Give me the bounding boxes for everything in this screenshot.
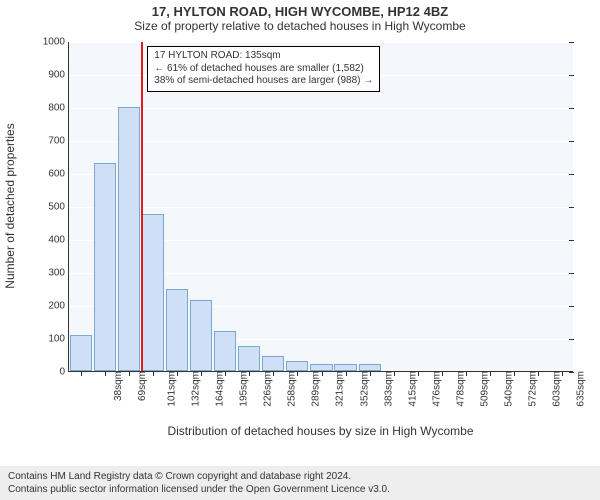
chart-title: 17, HYLTON ROAD, HIGH WYCOMBE, HP12 4BZ [0,0,600,19]
annotation-line: 38% of semi-detached houses are larger (… [154,75,373,88]
x-tick-label: 603sqm [545,371,562,407]
histogram-bar [262,356,284,371]
histogram-bar [286,361,308,371]
annotation-line: ← 61% of detached houses are smaller (1,… [154,63,373,76]
y-tick-label: 700 [48,136,69,147]
x-tick-label: 476sqm [425,371,442,407]
histogram-bar [118,107,140,371]
annotation-box: 17 HYLTON ROAD: 135sqm← 61% of detached … [147,46,380,92]
x-tick-label: 226sqm [257,371,274,407]
histogram-bar [214,331,236,371]
histogram-bar [359,364,381,371]
histogram-bar [334,364,356,371]
y-tick-label: 100 [48,334,69,345]
property-marker-line [141,42,143,371]
x-axis-label: Distribution of detached houses by size … [68,424,573,438]
x-tick-label: 509sqm [473,371,490,407]
histogram-bar [190,300,212,371]
y-axis-label: Number of detached properties [3,41,17,371]
y-tick-label: 500 [48,202,69,213]
x-tick-label: 258sqm [281,371,298,407]
y-tick-label: 1000 [43,37,69,48]
x-tick-label: 635sqm [570,371,587,407]
x-tick-label: 415sqm [401,371,418,407]
histogram-bar [166,289,188,372]
footer-attribution: Contains HM Land Registry data © Crown c… [0,466,600,500]
y-tick-label: 0 [59,367,69,378]
x-tick-label: 572sqm [521,371,538,407]
x-tick-label: 289sqm [305,371,322,407]
histogram-bar [142,214,164,371]
y-tick-label: 900 [48,70,69,81]
x-tick-label: 38sqm [107,371,124,401]
histogram-bar [70,335,92,371]
x-tick-label: 69sqm [131,371,148,401]
y-tick-label: 600 [48,169,69,180]
x-tick-label: 321sqm [329,371,346,407]
chart-subtitle: Size of property relative to detached ho… [0,19,600,33]
histogram-bar [238,346,260,371]
y-tick-label: 400 [48,235,69,246]
y-tick-label: 200 [48,301,69,312]
footer-line-1: Contains HM Land Registry data © Crown c… [8,470,592,483]
x-tick-label: 352sqm [353,371,370,407]
annotation-line: 17 HYLTON ROAD: 135sqm [154,50,373,63]
x-tick-label: 383sqm [377,371,394,407]
histogram-bar [310,364,332,371]
x-tick-label: 666sqm [594,371,600,407]
x-tick-label: 478sqm [449,371,466,407]
x-tick-label: 195sqm [233,371,250,407]
histogram-bar [94,163,116,371]
x-tick-label: 540sqm [497,371,514,407]
y-tick-label: 300 [48,268,69,279]
x-tick-label: 101sqm [161,371,178,407]
y-tick-label: 800 [48,103,69,114]
x-tick-label: 132sqm [185,371,202,407]
footer-line-2: Contains public sector information licen… [8,483,592,496]
histogram-plot: 0100200300400500600700800900100038sqm69s… [68,42,573,372]
x-tick-label: 164sqm [209,371,226,407]
